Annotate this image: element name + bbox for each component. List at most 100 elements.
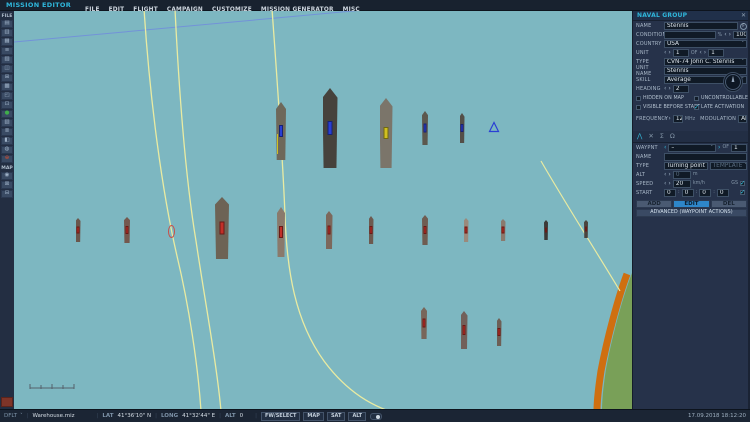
ship-unit[interactable] [75, 218, 81, 242]
unit-inc[interactable]: › [668, 49, 671, 56]
speed-inc[interactable]: › [668, 179, 671, 187]
save-mission-icon[interactable]: ▦ [1, 38, 13, 46]
unit-total[interactable]: 1 [708, 49, 725, 57]
menu-item-campaign[interactable]: CAMPAIGN [166, 6, 203, 13]
rows-icon[interactable]: ≣ [1, 128, 13, 136]
hidden-on-map-checkbox[interactable] [636, 95, 641, 101]
panel-icon[interactable]: ◧ [1, 137, 13, 145]
ship-unit[interactable] [544, 220, 548, 240]
ship-unit[interactable] [496, 318, 502, 346]
unit-name-input[interactable]: Stennis [664, 67, 747, 75]
waypnt-next[interactable]: › [718, 143, 721, 151]
new-mission-icon[interactable]: ▤ [1, 20, 13, 28]
layers-icon[interactable]: ▩ [1, 83, 13, 91]
wp-name-input[interactable] [664, 152, 747, 161]
country-select[interactable]: USA ˅ [664, 40, 747, 48]
map-mode-toggle[interactable] [370, 412, 383, 420]
ship-unit[interactable] [215, 197, 229, 259]
wp-speed-value[interactable]: 20 [672, 179, 691, 188]
coalition-red-icon[interactable] [1, 397, 13, 407]
chart-icon[interactable]: ▧ [1, 119, 13, 127]
unit-total-inc[interactable]: › [703, 49, 707, 56]
menu-item-edit[interactable]: EDIT [108, 6, 125, 13]
start-time-field-2[interactable]: 0 [699, 188, 712, 197]
ship-unit[interactable] [500, 219, 506, 241]
visible-before-start-checkbox[interactable] [636, 104, 641, 110]
frame-icon[interactable]: ◰ [1, 92, 13, 100]
template-select[interactable]: TEMPLATE ˅ [709, 161, 747, 170]
heading-inc[interactable]: › [668, 85, 671, 92]
menu-item-misc[interactable]: MISC [342, 6, 360, 13]
options-icon[interactable]: ▨ [1, 56, 13, 64]
condition-dec[interactable]: ‹ [724, 31, 727, 38]
freq-inc[interactable]: › [668, 115, 671, 122]
close-icon[interactable]: ✕ [740, 12, 746, 19]
waypnt-prev[interactable]: ‹ [664, 143, 667, 151]
ship-unit[interactable] [459, 113, 465, 143]
condition-slider[interactable] [664, 31, 716, 39]
ship-unit[interactable] [379, 98, 393, 168]
close-box-icon[interactable]: ⊠ [1, 181, 13, 189]
heading-compass-knob[interactable] [723, 72, 743, 92]
group-name-input[interactable]: Stennis [664, 22, 738, 30]
menu-item-file[interactable]: FILE [85, 6, 100, 13]
ship-unit[interactable] [460, 311, 468, 349]
tab-summary-icon[interactable]: Σ [659, 132, 664, 140]
alt-dec[interactable]: ‹ [664, 170, 667, 178]
unit-type-select[interactable]: CVN-74 John C. Stennis ˅ [664, 58, 747, 66]
advanced-waypoint-actions-button[interactable]: ADVANCED (WAYPOINT ACTIONS) [636, 208, 747, 217]
map-button[interactable]: MAP [303, 411, 324, 421]
add-button[interactable]: ADD [636, 199, 673, 208]
condition-value[interactable]: 100 [733, 31, 747, 39]
edit-button[interactable]: EDIT [673, 199, 710, 208]
ship-unit[interactable] [422, 111, 428, 145]
speed-lock-checkbox[interactable] [740, 179, 745, 187]
ship-unit[interactable] [421, 307, 427, 339]
heading-dec[interactable]: ‹ [664, 85, 667, 92]
ship-unit[interactable] [325, 211, 333, 249]
ship-unit-outline[interactable] [167, 224, 175, 238]
eta-lock-checkbox[interactable] [740, 188, 745, 196]
measure-icon[interactable]: ⊟ [1, 190, 13, 198]
start-time-field-1[interactable]: 0 [681, 188, 694, 197]
uncontrollable-checkbox[interactable] [694, 95, 699, 101]
add-unit-icon[interactable]: ⊞ [1, 74, 13, 82]
dflt-dropdown[interactable]: DFLT ˅ [4, 413, 23, 419]
menu-item-flight[interactable]: FLIGHT [133, 6, 158, 13]
panel-scrollbar[interactable] [748, 11, 750, 409]
globe-icon[interactable]: ◉ [1, 172, 13, 180]
wp-type-select[interactable]: Turning point ˅ [664, 161, 708, 170]
briefing-icon[interactable]: ≡ [1, 47, 13, 55]
waypnt-total[interactable]: 1 [731, 143, 747, 152]
ship-unit[interactable] [463, 218, 469, 242]
open-mission-icon[interactable]: ▥ [1, 29, 13, 37]
ship-unit[interactable] [584, 220, 588, 238]
tab-lock-icon[interactable]: Ω [669, 132, 675, 140]
flag-button[interactable]: F [740, 22, 747, 30]
sat-button[interactable]: SAT [326, 411, 346, 421]
tab-attack-icon[interactable]: ✕ [648, 132, 654, 140]
late-activation-checkbox[interactable] [694, 103, 699, 111]
frequency-value[interactable]: 127.5 [672, 115, 683, 123]
waypnt-select[interactable]: – ˅ [668, 143, 717, 152]
unit-index[interactable]: 1 [672, 49, 689, 57]
record-icon[interactable]: ⊕ [1, 155, 13, 163]
condition-inc[interactable]: › [728, 31, 731, 38]
modulation-select[interactable]: AM ˅ [738, 115, 747, 123]
wp-alt-value[interactable]: 0 [672, 170, 691, 179]
speed-dec[interactable]: ‹ [664, 179, 667, 187]
del-button[interactable]: DEL [710, 199, 747, 208]
alt-button[interactable]: ALT [348, 411, 367, 421]
menu-item-mission-generator[interactable]: MISSION GENERATOR [260, 6, 334, 13]
ship-unit[interactable] [368, 216, 374, 244]
start-time-field-0[interactable]: 0 [664, 188, 676, 197]
freq-dec[interactable]: ‹ [664, 115, 667, 122]
target-icon[interactable]: ⊡ [1, 101, 13, 109]
ship-unit[interactable] [276, 102, 286, 160]
ship-unit[interactable] [124, 217, 130, 243]
unit-dec[interactable]: ‹ [664, 49, 667, 56]
fw-select-button[interactable]: FW/SELECT [260, 411, 301, 421]
unit-total-dec[interactable]: ‹ [699, 49, 702, 56]
menu-item-customize[interactable]: CUSTOMIZE [211, 6, 252, 13]
window-icon[interactable]: ◫ [1, 65, 13, 73]
